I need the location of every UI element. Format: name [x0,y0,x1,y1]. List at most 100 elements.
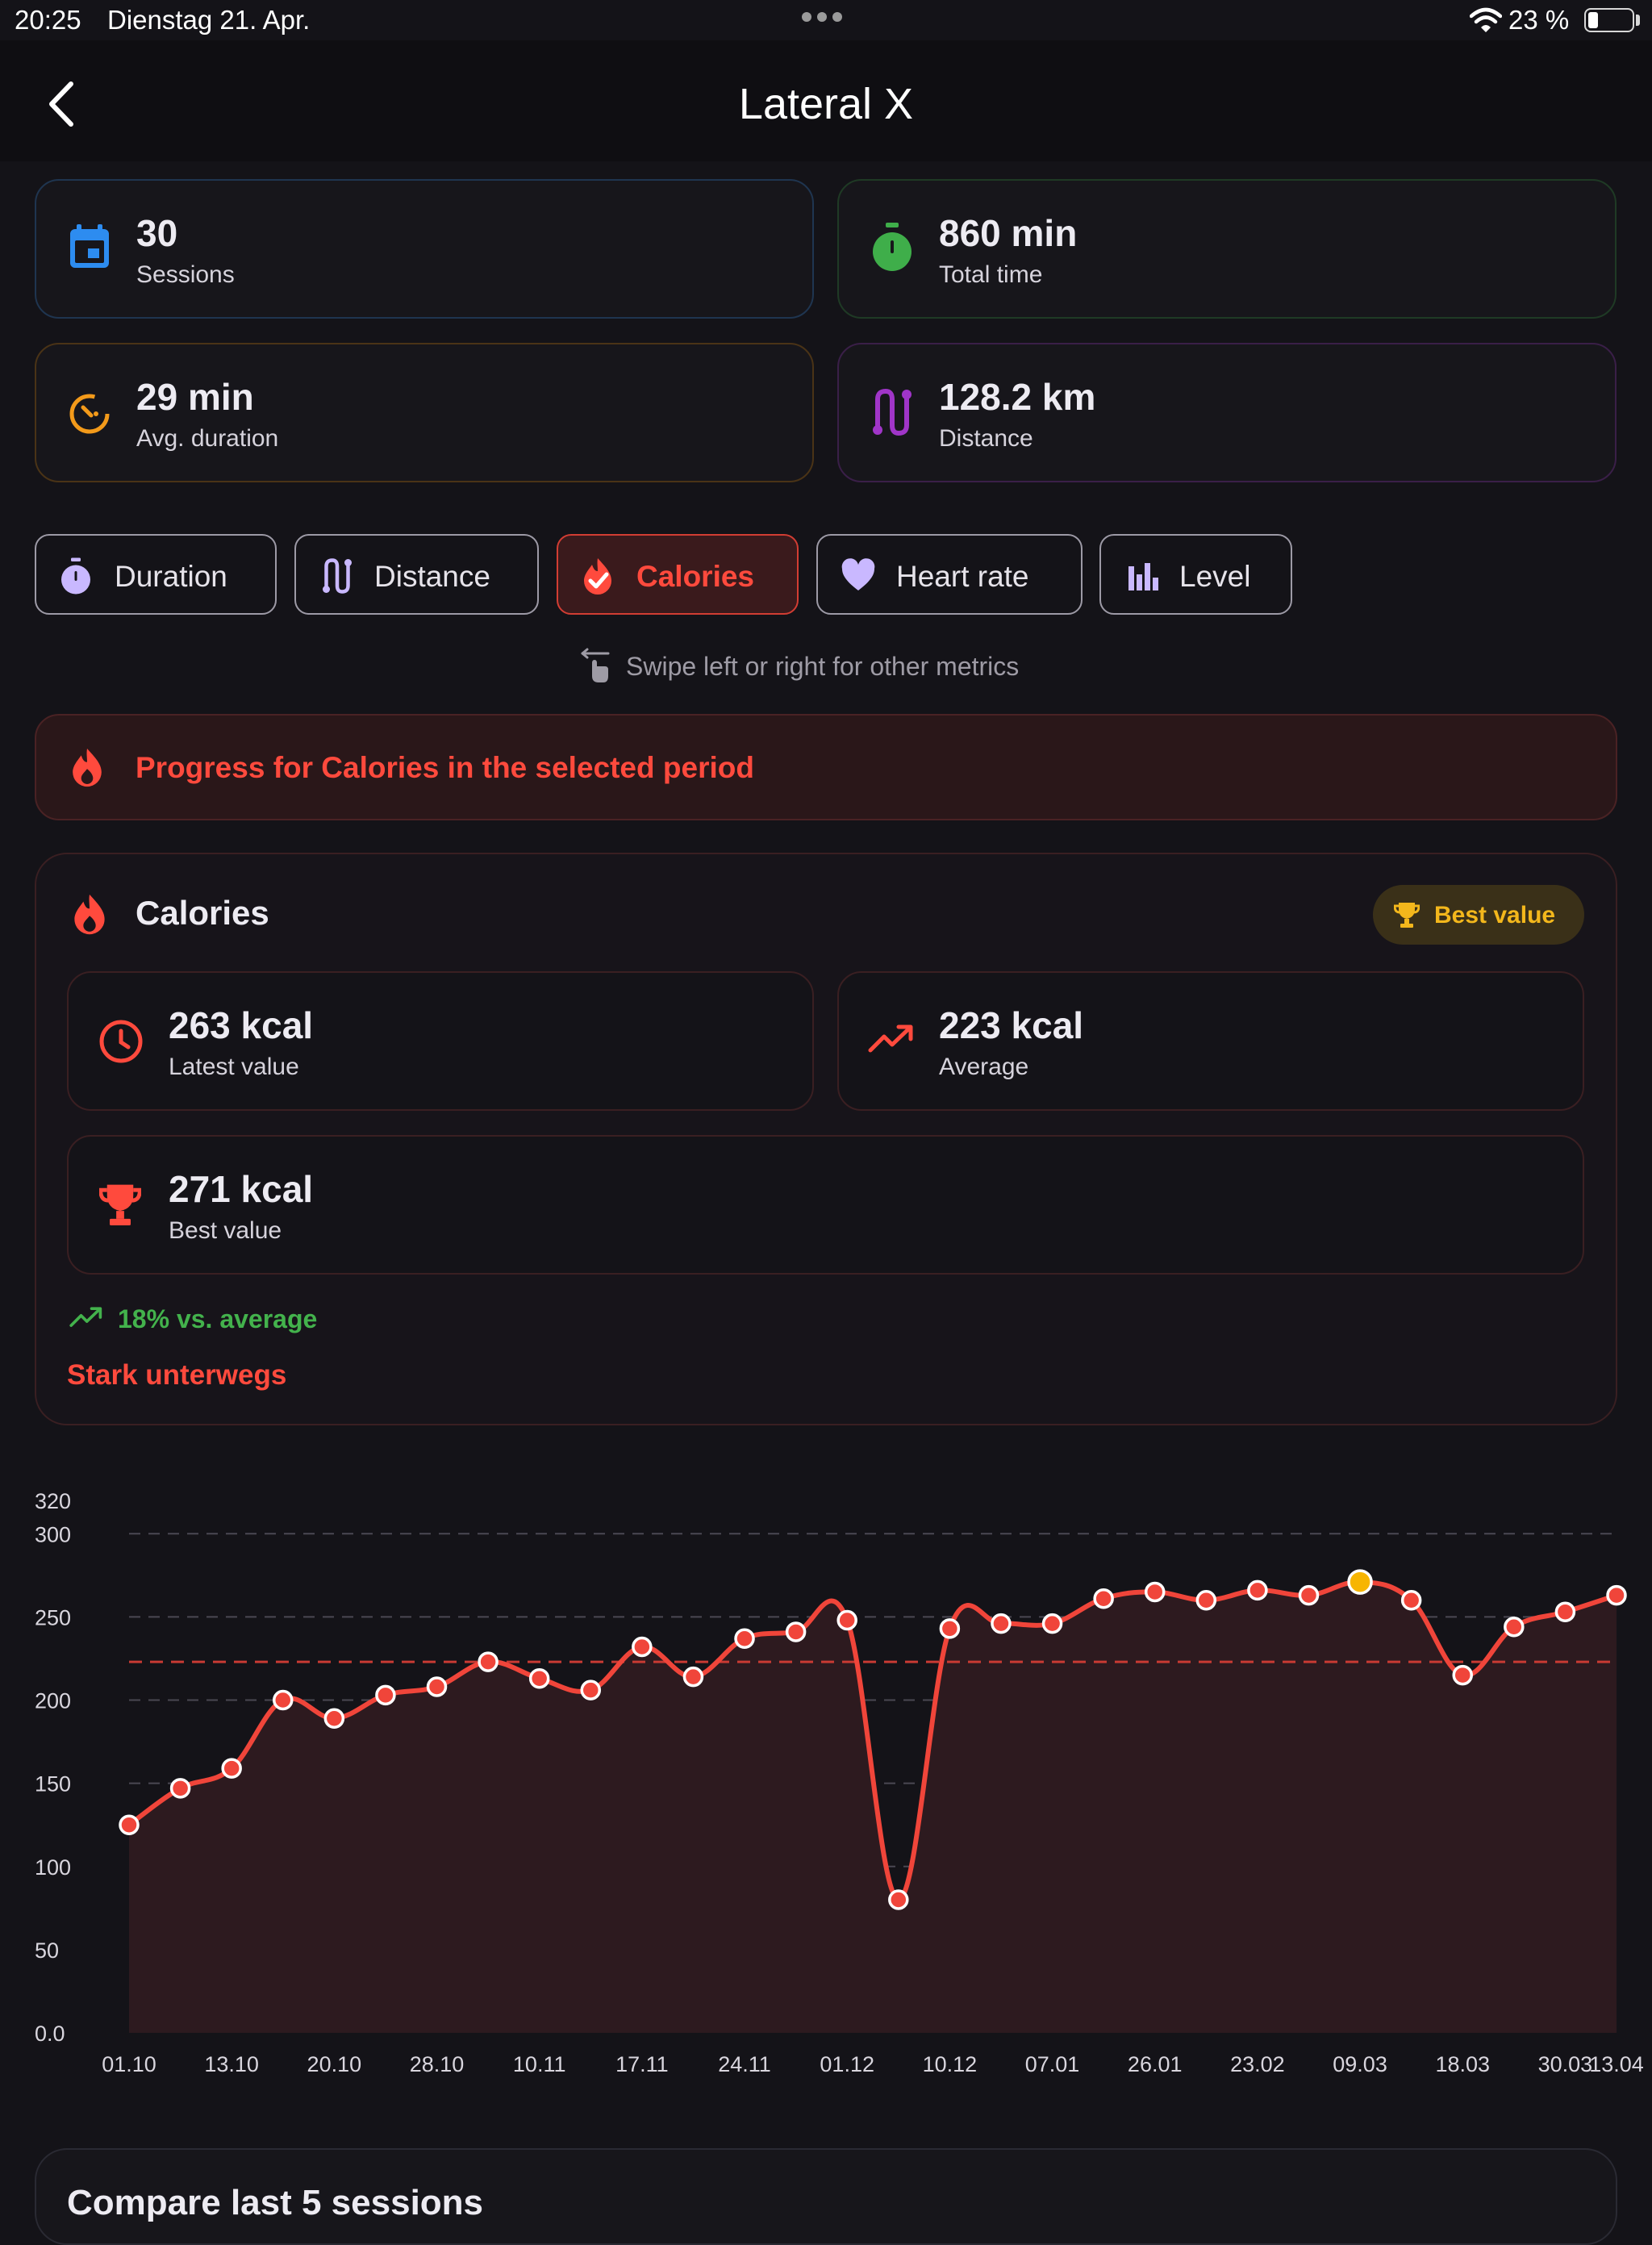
stat-value: 30 [136,212,178,254]
x-tick-label: 10.11 [513,2052,566,2076]
chip-calories[interactable]: Calories [557,534,799,615]
trophy-icon [1394,903,1420,928]
wifi-icon [1470,7,1502,32]
data-point [632,1636,653,1658]
data-point [1195,1590,1217,1611]
data-point [1093,1588,1114,1609]
bars-icon [1128,563,1158,590]
data-point [1298,1584,1320,1606]
page-title: Lateral X [738,80,914,128]
best-value: 271 kcal [169,1168,314,1210]
y-tick-label: 50 [35,1938,59,1963]
data-point [323,1708,345,1729]
timer-icon [69,394,110,434]
battery-nub [1636,15,1640,26]
y-tick-label: 200 [35,1689,71,1713]
stat-label: Distance [939,425,1033,452]
x-tick-label: 18.03 [1435,2052,1490,2076]
x-tick-label: 30.03 [1538,2052,1593,2076]
compare-sessions-title: Compare last 5 sessions [67,2183,484,2222]
battery-icon [1584,8,1634,32]
best-point [1347,1569,1373,1595]
x-tick-label: 07.01 [1025,2052,1080,2076]
stat-value: 128.2 km [939,376,1096,418]
motivation-status: Stark unterwegs [67,1359,287,1391]
average-label: Average [939,1054,1029,1080]
stat-card-distance: 128.2 km Distance [837,343,1617,482]
latest-value-card: 263 kcal Latest value [67,971,814,1111]
x-tick-label: 28.10 [410,2052,465,2076]
average-card: 223 kcal Average [837,971,1584,1111]
best-value-badge-text: Best value [1434,902,1556,928]
y-tick-label: 0.0 [35,2022,65,2046]
data-point [1144,1581,1166,1603]
data-point [221,1758,242,1779]
clock-icon [99,1020,143,1063]
best-label: Best value [169,1217,282,1244]
x-tick-label: 01.10 [102,2052,156,2076]
data-point [991,1613,1012,1634]
latest-value: 263 kcal [169,1004,314,1046]
data-point [1400,1590,1422,1611]
flame-icon [73,748,102,787]
stat-value: 29 min [136,376,254,418]
status-time: 20:25 [15,5,81,35]
data-point [836,1609,857,1631]
x-axis-ticks: 01.10 13.10 20.10 28.10 10.11 17.11 24.11 01.12… [102,2052,1644,2076]
progress-banner [35,714,1617,820]
battery-percent: 23 % [1508,5,1570,35]
chart-points [119,1569,1627,1910]
stopwatch-icon [61,557,90,595]
chip-label: Distance [374,560,490,593]
y-tick-label: 300 [35,1522,71,1546]
metric-title: Calories [136,894,269,932]
data-point [785,1621,807,1642]
data-point [1504,1617,1525,1638]
stat-card-total-time: 860 min Total time [837,179,1617,319]
data-point [528,1667,550,1689]
y-tick-label: 100 [35,1855,71,1880]
x-tick-label: 24.11 [718,2052,771,2076]
data-point [119,1814,140,1835]
route-icon [873,388,912,436]
x-tick-label: 17.11 [615,2052,669,2076]
y-tick-label: 320 [35,1489,71,1513]
average-value: 223 kcal [939,1004,1084,1046]
x-tick-label: 01.12 [820,2052,874,2076]
data-point [580,1680,602,1700]
chip-heart-rate[interactable]: Heart rate [816,534,1083,615]
multitasking-dots-icon[interactable] [802,11,850,24]
trophy-icon [99,1184,141,1225]
stat-card-sessions: 30 Sessions [35,179,814,319]
stat-label: Sessions [136,261,235,288]
data-point [169,1778,191,1799]
data-point [1606,1584,1627,1606]
swipe-hint: Swipe left or right for other metrics [626,652,1020,681]
x-tick-label: 13.04 [1589,2052,1644,2076]
x-tick-label: 26.01 [1128,2052,1183,2076]
trending-up-icon [69,1307,102,1327]
stat-value: 860 min [939,212,1078,254]
data-point [888,1889,909,1910]
chip-level[interactable]: Level [1099,534,1292,615]
data-point [375,1684,396,1706]
latest-label: Latest value [169,1054,299,1080]
best-value-card: 271 kcal Best value [67,1135,1584,1275]
x-tick-label: 09.03 [1333,2052,1387,2076]
heart-icon [841,558,875,590]
chip-distance[interactable]: Distance [294,534,539,615]
header-bar [0,40,1652,161]
data-point [1452,1664,1473,1686]
calories-chart[interactable]: 0.0 50 100 150 200 250 300 320 01.10 13.10 20.10 2… [0,1444,1652,2089]
x-tick-label: 13.10 [204,2052,259,2076]
flame-check-icon [584,558,611,595]
swipe-hand-icon [581,648,610,682]
data-point [426,1676,448,1697]
x-tick-label: 23.02 [1230,2052,1285,2076]
data-point [1554,1601,1576,1622]
back-chevron-icon[interactable] [40,76,81,132]
chip-duration[interactable]: Duration [35,534,277,615]
y-tick-label: 250 [35,1605,71,1630]
status-date: Dienstag 21. Apr. [107,5,311,35]
data-point [1247,1579,1268,1601]
